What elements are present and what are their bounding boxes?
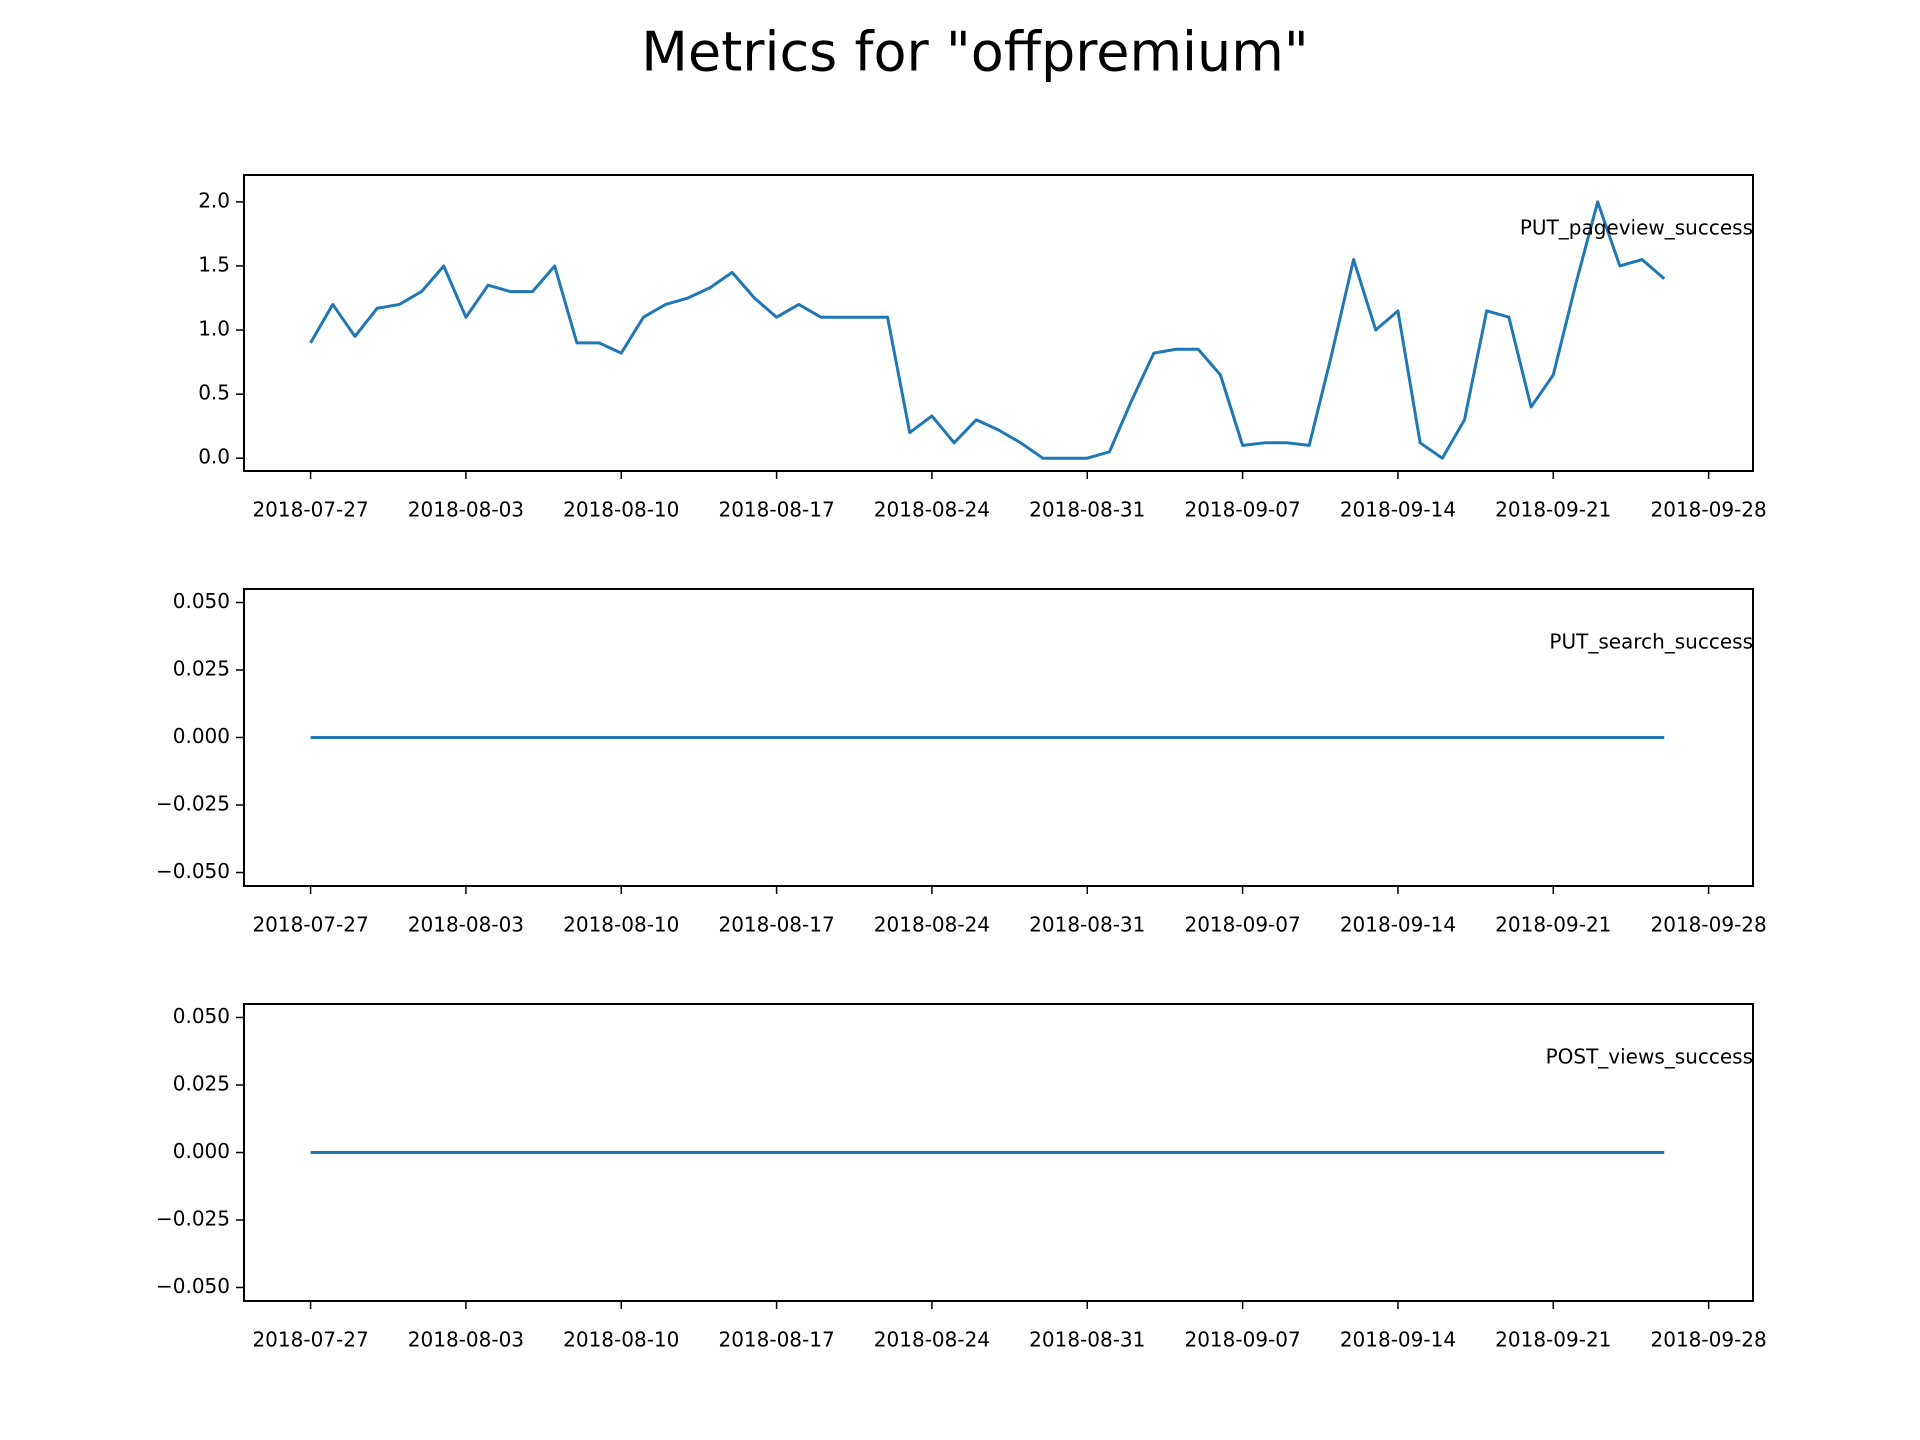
y-tick-label: 0.025 xyxy=(173,657,230,681)
axes-frame xyxy=(243,174,1754,472)
x-tick-label: 2018-08-24 xyxy=(874,913,990,937)
x-tick-label: 2018-09-21 xyxy=(1495,498,1611,522)
x-tick-label: 2018-09-14 xyxy=(1340,1328,1456,1352)
x-tick-label: 2018-09-21 xyxy=(1495,913,1611,937)
x-tick-label: 2018-07-27 xyxy=(252,913,368,937)
y-tick-label: 0.0 xyxy=(198,445,230,469)
x-tick-label: 2018-08-17 xyxy=(718,913,834,937)
x-tick-label: 2018-09-28 xyxy=(1651,913,1767,937)
x-tick-label: 2018-09-07 xyxy=(1184,913,1300,937)
x-tick-label: 2018-08-17 xyxy=(718,1328,834,1352)
x-tick-label: 2018-09-07 xyxy=(1184,1328,1300,1352)
x-tick-label: 2018-08-31 xyxy=(1029,1328,1145,1352)
data-line xyxy=(309,200,1666,460)
y-tick-label: 0.050 xyxy=(173,1004,230,1028)
y-tick-label: 0.5 xyxy=(198,381,230,405)
x-tick-label: 2018-08-10 xyxy=(563,1328,679,1352)
y-tick-label: 0.025 xyxy=(173,1072,230,1096)
axes-frame xyxy=(243,588,1754,887)
x-tick-label: 2018-09-21 xyxy=(1495,1328,1611,1352)
x-tick-label: 2018-08-31 xyxy=(1029,498,1145,522)
y-tick-label: −0.050 xyxy=(156,859,230,883)
x-tick-label: 2018-08-24 xyxy=(874,498,990,522)
y-tick-label: −0.025 xyxy=(156,792,230,816)
x-tick-label: 2018-09-14 xyxy=(1340,498,1456,522)
y-tick-label: 1.0 xyxy=(198,317,230,341)
x-tick-label: 2018-09-28 xyxy=(1651,498,1767,522)
x-tick-label: 2018-08-24 xyxy=(874,1328,990,1352)
y-tick-label: 0.050 xyxy=(173,589,230,613)
x-tick-label: 2018-08-03 xyxy=(408,498,524,522)
legend-label: PUT_pageview_success xyxy=(1520,216,1753,240)
x-tick-label: 2018-09-28 xyxy=(1651,1328,1767,1352)
x-tick-label: 2018-09-07 xyxy=(1184,498,1300,522)
axes-frame xyxy=(243,1003,1754,1302)
x-tick-label: 2018-08-03 xyxy=(408,1328,524,1352)
x-tick-label: 2018-08-10 xyxy=(563,913,679,937)
y-tick-label: 1.5 xyxy=(198,252,230,276)
y-tick-label: 0.000 xyxy=(173,724,230,748)
x-tick-label: 2018-07-27 xyxy=(252,498,368,522)
x-tick-label: 2018-08-17 xyxy=(718,498,834,522)
legend-label: PUT_search_success xyxy=(1549,630,1753,654)
legend-label: POST_views_success xyxy=(1546,1045,1753,1069)
y-tick-label: 2.0 xyxy=(198,188,230,212)
x-tick-label: 2018-09-14 xyxy=(1340,913,1456,937)
y-tick-label: −0.050 xyxy=(156,1274,230,1298)
y-tick-label: −0.025 xyxy=(156,1207,230,1231)
x-tick-label: 2018-08-10 xyxy=(563,498,679,522)
y-tick-label: 0.000 xyxy=(173,1139,230,1163)
x-tick-label: 2018-07-27 xyxy=(252,1328,368,1352)
x-tick-label: 2018-08-03 xyxy=(408,913,524,937)
figure-title: Metrics for "offpremium" xyxy=(641,21,1308,84)
x-tick-label: 2018-08-31 xyxy=(1029,913,1145,937)
